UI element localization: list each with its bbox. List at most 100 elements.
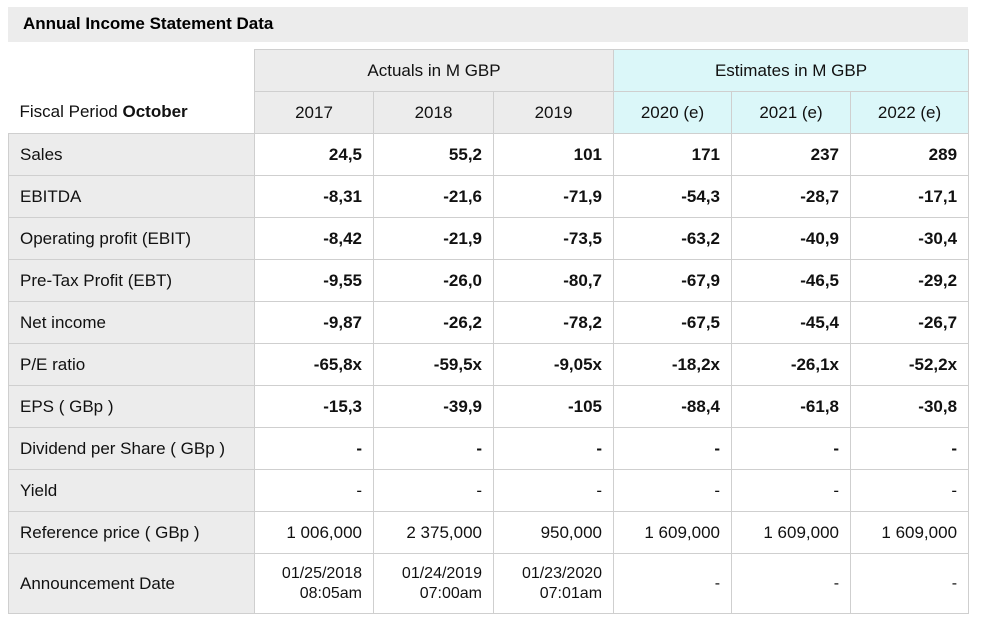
table-cell: -46,5 — [731, 259, 852, 302]
row-label: Net income — [8, 301, 255, 344]
announcement-date: - — [714, 574, 721, 592]
table-cell: -21,6 — [373, 175, 494, 218]
year-header: 2018 — [373, 91, 494, 134]
table-cell: - — [492, 427, 615, 470]
table-cell: 289 — [850, 133, 970, 176]
announcement-time: 07:01am — [539, 584, 603, 602]
table-cell: -8,31 — [254, 175, 374, 218]
table-cell: -26,0 — [373, 259, 494, 302]
year-header: 2019 — [492, 91, 615, 134]
announcement-date-cell: - — [613, 553, 733, 614]
table-cell: -8,42 — [254, 217, 374, 260]
table-cell: -39,9 — [373, 385, 494, 428]
table-cell: -9,87 — [254, 301, 374, 344]
table-cell: -88,4 — [613, 385, 733, 428]
table-row: Sales 24,5 55,2 101 171 237 289 — [8, 133, 970, 176]
table-cell: -30,4 — [850, 217, 970, 260]
table-cell: 101 — [492, 133, 615, 176]
announcement-date-cell: 01/24/2019 07:00am — [373, 553, 494, 614]
table-row: Operating profit (EBIT) -8,42 -21,9 -73,… — [8, 217, 970, 260]
row-label: EPS ( GBp ) — [8, 385, 255, 428]
table-row: P/E ratio -65,8x -59,5x -9,05x -18,2x -2… — [8, 343, 970, 386]
announcement-date: 01/25/2018 — [281, 564, 362, 582]
announcement-date: - — [951, 574, 958, 592]
table-cell: 2 375,000 — [373, 511, 494, 554]
estimates-group-header: Estimates in M GBP — [613, 49, 970, 92]
table-cell: -15,3 — [254, 385, 374, 428]
year-header: 2020 (e) — [613, 91, 733, 134]
table-cell: - — [850, 427, 970, 470]
income-statement-table: Actuals in M GBP Estimates in M GBP Fisc… — [8, 49, 970, 614]
table-cell: - — [492, 469, 615, 512]
table-row: EBITDA -8,31 -21,6 -71,9 -54,3 -28,7 -17… — [8, 175, 970, 218]
table-row: Net income -9,87 -26,2 -78,2 -67,5 -45,4… — [8, 301, 970, 344]
announcement-date-cell: 01/23/2020 07:01am — [492, 553, 615, 614]
table-cell: - — [731, 427, 852, 470]
table-cell: 171 — [613, 133, 733, 176]
table-cell: -9,55 — [254, 259, 374, 302]
table-cell: -54,3 — [613, 175, 733, 218]
announcement-date: - — [833, 574, 840, 592]
table-cell: - — [613, 469, 733, 512]
table-cell: -105 — [492, 385, 615, 428]
table-cell: - — [254, 469, 374, 512]
actuals-group-header: Actuals in M GBP — [253, 49, 615, 92]
table-cell: -18,2x — [613, 343, 733, 386]
table-cell: -21,9 — [373, 217, 494, 260]
row-label: Announcement Date — [8, 553, 255, 614]
table-row: Pre-Tax Profit (EBT) -9,55 -26,0 -80,7 -… — [8, 259, 970, 302]
table-cell: - — [373, 469, 494, 512]
table-cell: -52,2x — [850, 343, 970, 386]
table-cell: -26,2 — [373, 301, 494, 344]
table-cell: 1 006,000 — [254, 511, 374, 554]
table-row: Yield - - - - - - — [8, 469, 970, 512]
table-row: EPS ( GBp ) -15,3 -39,9 -105 -88,4 -61,8… — [8, 385, 970, 428]
table-cell: -30,8 — [850, 385, 970, 428]
year-header: 2017 — [254, 91, 374, 134]
table-cell: -73,5 — [492, 217, 615, 260]
year-header: 2022 (e) — [850, 91, 970, 134]
table-cell: -59,5x — [373, 343, 494, 386]
announcement-time: 07:00am — [419, 584, 482, 602]
row-label: EBITDA — [8, 175, 255, 218]
table-cell: 1 609,000 — [613, 511, 733, 554]
header-corner — [8, 49, 255, 92]
row-label: Pre-Tax Profit (EBT) — [8, 259, 255, 302]
table-cell: 24,5 — [254, 133, 374, 176]
table-title: Annual Income Statement Data — [8, 7, 968, 42]
table-cell: 950,000 — [492, 511, 615, 554]
fiscal-period-prefix: Fiscal Period — [19, 102, 118, 122]
announcement-date: 01/23/2020 — [521, 564, 603, 582]
table-cell: -28,7 — [731, 175, 852, 218]
table-cell: -9,05x — [492, 343, 615, 386]
row-label: Reference price ( GBp ) — [8, 511, 255, 554]
table-cell: - — [731, 469, 852, 512]
table-cell: -61,8 — [731, 385, 852, 428]
table-cell: -17,1 — [850, 175, 970, 218]
announcement-date-cell: 01/25/2018 08:05am — [254, 553, 374, 614]
announcement-date-cell: - — [731, 553, 852, 614]
table-cell: 1 609,000 — [850, 511, 970, 554]
table-cell: 237 — [731, 133, 852, 176]
row-label: Dividend per Share ( GBp ) — [8, 427, 255, 470]
table-row: Reference price ( GBp ) 1 006,000 2 375,… — [8, 511, 970, 554]
table-cell: - — [850, 469, 970, 512]
row-label: Sales — [8, 133, 255, 176]
table-cell: 1 609,000 — [731, 511, 852, 554]
table-cell: - — [613, 427, 733, 470]
table-cell: - — [254, 427, 374, 470]
row-label: Operating profit (EBIT) — [8, 217, 255, 260]
row-label: Yield — [8, 469, 255, 512]
table-cell: -63,2 — [613, 217, 733, 260]
announcement-date-cell: - — [850, 553, 970, 614]
table-cell: -80,7 — [492, 259, 615, 302]
table-row: Announcement Date 01/25/2018 08:05am 01/2… — [8, 553, 970, 614]
table-cell: -40,9 — [731, 217, 852, 260]
table-cell: -67,9 — [613, 259, 733, 302]
table-cell: -65,8x — [254, 343, 374, 386]
table-cell: -78,2 — [492, 301, 615, 344]
table-cell: -26,1x — [731, 343, 852, 386]
table-cell: -26,7 — [850, 301, 970, 344]
table-cell: - — [373, 427, 494, 470]
row-label: P/E ratio — [8, 343, 255, 386]
